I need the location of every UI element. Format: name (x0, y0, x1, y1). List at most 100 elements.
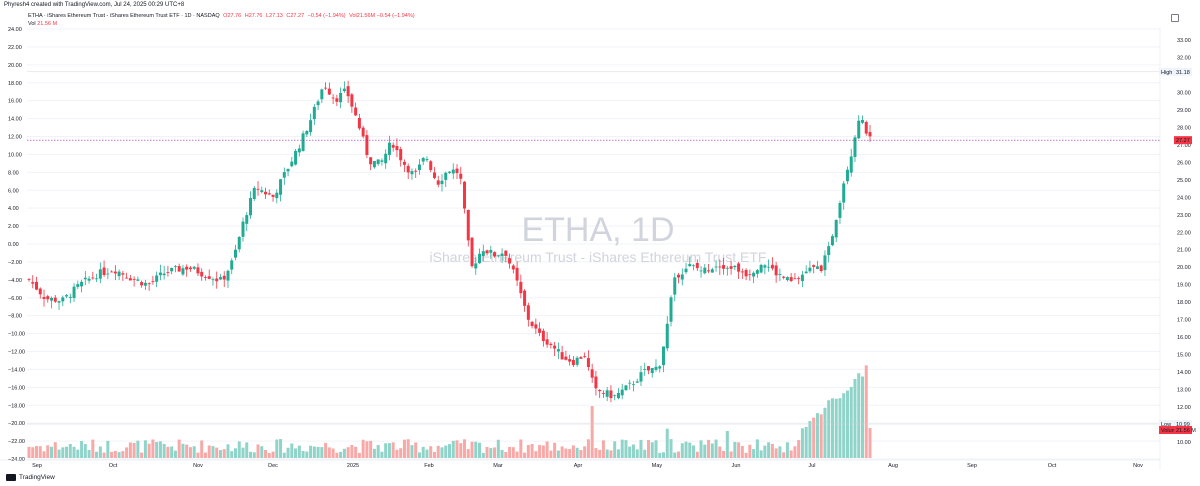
candle-body (98, 269, 102, 279)
right-tick-label: 33.00 (1177, 38, 1191, 44)
candle (57, 300, 61, 310)
candle (478, 248, 482, 264)
candle-body (710, 269, 714, 273)
candle-body (117, 271, 121, 277)
time-axis: Sep Oct Nov Dec 2025 Feb Mar Apr May Jun Jul Aug Sep… (0, 459, 1160, 469)
left-tick-label: −20.00 (8, 421, 25, 427)
volume-bar (309, 445, 313, 458)
candle-body (173, 266, 177, 268)
candle-body (91, 277, 95, 279)
candle (309, 113, 313, 136)
candle-body (662, 346, 666, 366)
candle-body (752, 272, 756, 277)
right-tick-label: 16.00 (1177, 335, 1191, 341)
candle-body (102, 267, 106, 275)
volume-bar (376, 445, 380, 458)
candle-body (812, 265, 816, 267)
candle-body (309, 120, 313, 133)
volume-bar (586, 439, 590, 458)
candle (830, 234, 834, 247)
candle (459, 166, 463, 185)
candle (827, 241, 831, 263)
volume-bar (301, 450, 305, 458)
candle (173, 264, 177, 273)
candle-body (692, 265, 696, 267)
volume-bar (429, 446, 433, 458)
low-tag-value: 10.99 (1176, 422, 1190, 428)
candle-body (785, 277, 789, 281)
candle-body (725, 267, 729, 269)
candle-body (463, 181, 467, 209)
watermark-title: ETHA, 1D (521, 211, 674, 249)
candle (320, 88, 324, 104)
candle (42, 289, 46, 307)
volume-bar (553, 442, 557, 458)
candle-body (316, 101, 320, 106)
candle (436, 175, 440, 188)
settings-icon[interactable] (1171, 14, 1179, 22)
volume-bars (27, 365, 872, 458)
candle (125, 272, 129, 279)
volume-bar (493, 447, 497, 458)
candle-body (703, 267, 707, 274)
volume-bar (80, 440, 84, 458)
volume-bar (87, 449, 91, 458)
volume-bar (46, 445, 50, 458)
left-tick-label: 8.00 (8, 170, 19, 176)
tradingview-logo[interactable]: TradingView (6, 474, 55, 481)
candle-body (800, 274, 804, 282)
volume-bar (448, 444, 451, 458)
volume-bar (646, 440, 650, 458)
volume-bar (57, 449, 61, 458)
candle-body (571, 359, 575, 366)
volume-bar (523, 452, 527, 458)
candle-body (605, 390, 609, 397)
candle-body (391, 144, 395, 148)
volume-bar (68, 443, 72, 458)
right-tick-label: 26.00 (1177, 160, 1191, 166)
candle (564, 350, 568, 361)
candle (267, 189, 271, 196)
candle-body (211, 279, 215, 281)
volume-bar (707, 439, 711, 458)
volume-bar (335, 452, 339, 458)
candle (785, 276, 789, 282)
left-tick-label: 6.00 (8, 188, 19, 194)
candle-body (722, 265, 726, 269)
candle-body (530, 321, 534, 327)
candle-body (222, 275, 226, 280)
candle (279, 179, 283, 202)
volume-bar (414, 442, 418, 458)
volume-bar (628, 446, 632, 458)
left-tick-label: −4.00 (8, 278, 22, 284)
candle-body (260, 190, 264, 193)
right-tick-label: 29.00 (1177, 108, 1191, 114)
candle (372, 160, 376, 169)
volume-bar (399, 448, 403, 458)
candle-body (267, 193, 271, 195)
volume-bar (245, 442, 249, 458)
volume-bar (677, 451, 681, 458)
right-axis: 33.00 32.00 30.00 29.00 28.00 27.00 26.00 25.00… (1159, 28, 1191, 470)
left-tick-label: −16.00 (8, 385, 25, 391)
candle-body (286, 168, 290, 172)
candle-body (440, 180, 444, 185)
volume-bar (549, 450, 553, 458)
candle-body (448, 171, 451, 173)
volume-bar (620, 439, 624, 458)
right-tick-label: 20.00 (1177, 265, 1191, 271)
candle-body (271, 194, 275, 197)
candle-body (421, 157, 425, 162)
volume-bar (218, 450, 222, 458)
volume-bar (650, 442, 654, 458)
candle (838, 200, 842, 224)
candle (72, 283, 76, 302)
volume-bar (744, 452, 748, 458)
symbol-title: ETHA · iShares Ethereum Trust - iShares … (28, 13, 220, 19)
volume-bar (27, 446, 31, 458)
candle-body (241, 221, 245, 237)
volume-bar (466, 449, 470, 458)
candle (357, 113, 361, 131)
candle (767, 259, 771, 272)
volume-bar (834, 398, 838, 458)
